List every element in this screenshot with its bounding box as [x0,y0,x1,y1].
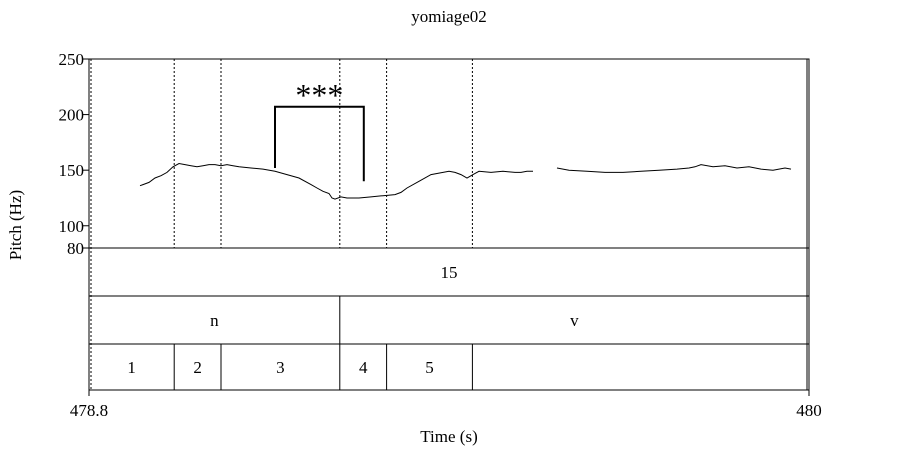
plot-frame [88,58,810,391]
plot-border [88,58,810,391]
x-tick-label: 480 [796,401,822,420]
y-tick-label: 80 [67,239,84,258]
chart-title: yomiage02 [411,7,487,26]
significance-bracket [274,105,365,182]
tier-interval-label: 1 [127,358,136,377]
x-axis-ticks: 478.8 480 [70,390,822,420]
y-tick-label: 150 [59,161,85,180]
y-tick-label: 200 [59,106,85,125]
y-tick-label: 100 [59,217,85,236]
x-axis-label: Time (s) [420,427,477,446]
significance-label: *** [295,77,343,113]
significance-annotations: *** [274,77,365,182]
tier-interval-label: 5 [425,358,434,377]
tier-interval-label: 15 [441,263,458,282]
y-axis-label: Pitch (Hz) [6,190,25,260]
y-axis-ticks: 80 100 150 200 250 [59,50,89,258]
tier-interval-label: n [210,311,219,330]
x-tick-label: 478.8 [70,401,108,420]
y-tick-label: 250 [59,50,85,69]
tier-interval-label: 3 [276,358,285,377]
tier-interval-label: 2 [193,358,202,377]
boundary-lines [173,59,473,248]
pitch-contour [139,162,792,200]
tier-interval-label: v [570,311,579,330]
pitch-contour-segment [139,162,533,200]
annotation-tiers: 15 n v 1 2 3 4 5 [89,247,809,390]
pitch-contour-segment [556,164,792,173]
tier-interval-label: 4 [359,358,368,377]
